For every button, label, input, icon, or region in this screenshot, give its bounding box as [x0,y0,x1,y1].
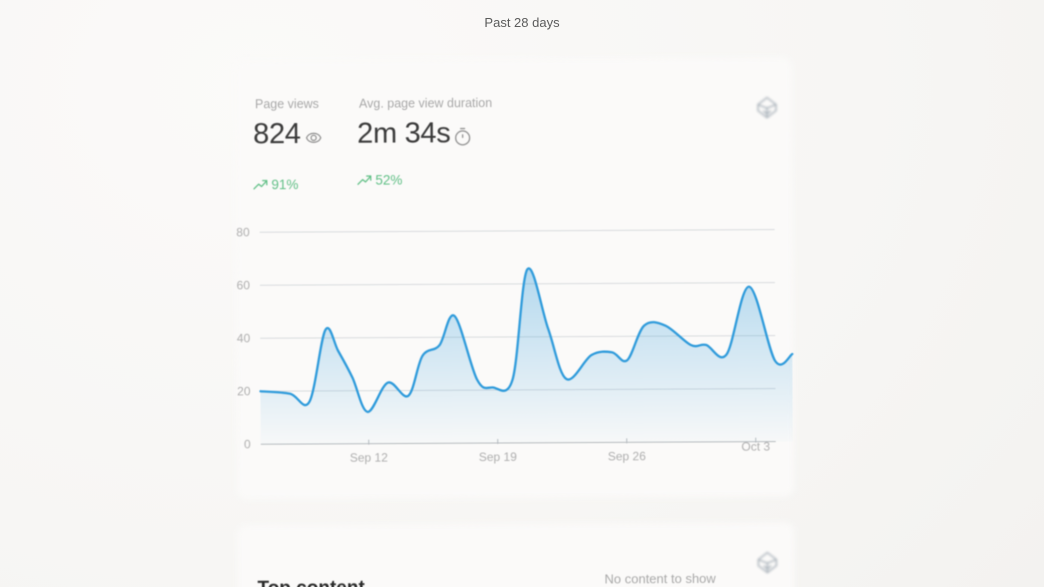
svg-text:0: 0 [244,437,251,451]
svg-text:40: 40 [237,331,251,345]
svg-text:60: 60 [237,278,251,292]
svg-text:20: 20 [237,384,251,398]
svg-text:Sep 19: Sep 19 [479,450,517,464]
svg-text:Sep 12: Sep 12 [350,451,388,465]
svg-text:Sep 26: Sep 26 [608,449,646,463]
svg-text:80: 80 [236,225,250,239]
